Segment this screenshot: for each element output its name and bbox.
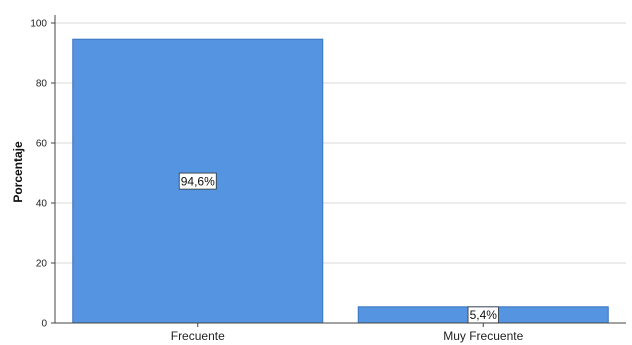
data-label: 5,4%: [470, 308, 498, 322]
data-labels: 94,6% 5,4%: [178, 172, 499, 324]
x-category-label: Frecuente: [171, 329, 225, 343]
data-label-box: [178, 172, 217, 190]
y-tick-label: 100: [30, 19, 47, 30]
x-category-labels: Frecuente Muy Frecuente: [171, 329, 524, 343]
y-tick-label: 0: [41, 319, 47, 330]
y-tick-labels: 0 20 40 60 80 100: [30, 19, 47, 330]
y-tick-label: 60: [36, 139, 48, 150]
data-label: 94,6%: [181, 174, 215, 188]
y-tick-label: 40: [36, 199, 48, 210]
x-category-label: Muy Frecuente: [443, 329, 523, 343]
data-label-box: [467, 306, 499, 324]
y-axis-title: Porcentaje: [11, 141, 25, 203]
y-tick-label: 20: [36, 259, 48, 270]
axes: [51, 15, 626, 327]
bars: [72, 38, 609, 324]
y-tick-label: 80: [36, 79, 48, 90]
